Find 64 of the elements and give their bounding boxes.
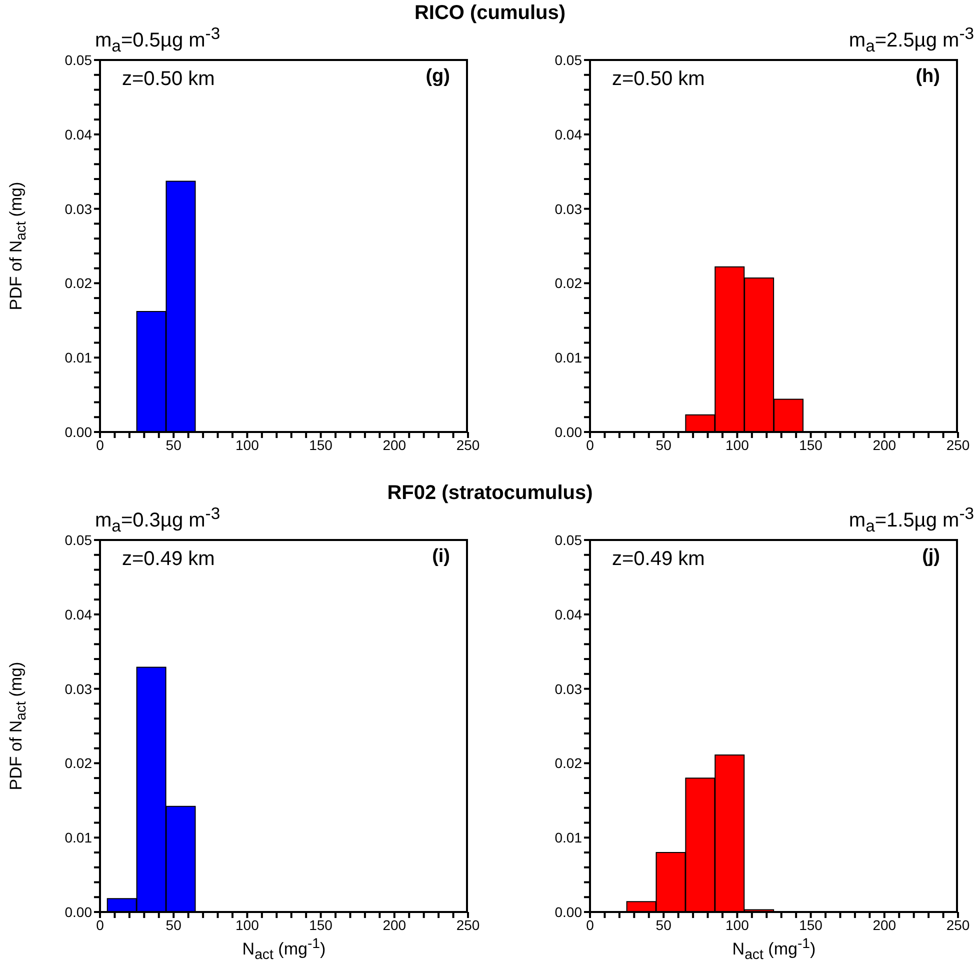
y-tick-label: 0.04 — [554, 606, 582, 622]
y-tick-label: 0.04 — [64, 126, 92, 142]
x-tick-label: 250 — [946, 436, 970, 453]
x-tick-label: 50 — [166, 436, 182, 453]
annotation: z=0.49 km — [122, 548, 215, 571]
y-tick-label: 0.05 — [64, 532, 92, 548]
chart-subtitle: m$_{a}$=0.3µg m$^{-3}$ — [95, 504, 220, 537]
x-tick-label: 50 — [166, 916, 182, 933]
x-tick-label: 0 — [586, 916, 594, 933]
x-axis-title: N$_{act}$ (mg$^{-1}$) — [731, 936, 817, 964]
y-tick-label: 0.02 — [554, 275, 582, 292]
chart-subtitle: m$_{a}$=0.5µg m$^{-3}$ — [95, 24, 220, 57]
y-tick-label: 0.00 — [64, 424, 92, 440]
y-tick-label: 0.01 — [64, 830, 92, 846]
y-tick-label: 0.03 — [64, 200, 92, 217]
y-tick-label: 0.03 — [554, 680, 582, 697]
x-tick-label: 0 — [96, 436, 104, 453]
chart-subtitle: m$_{a}$=1.5µg m$^{-3}$ — [848, 504, 974, 537]
annotation: z=0.50 km — [122, 68, 215, 91]
y-tick-label: 0.02 — [554, 755, 582, 772]
y-tick-label: 0.00 — [554, 904, 582, 920]
y-tick-label: 0.04 — [554, 126, 582, 142]
annotation: (j) — [922, 546, 940, 568]
y-tick-label: 0.01 — [554, 830, 582, 846]
chart-subtitle: m$_{a}$=2.5µg m$^{-3}$ — [848, 24, 974, 57]
x-tick-label: 200 — [872, 916, 896, 933]
y-tick-label: 0.02 — [64, 275, 92, 292]
y-tick-label: 0.03 — [64, 680, 92, 697]
x-tick-label: 0 — [96, 916, 104, 933]
y-tick-label: 0.05 — [64, 52, 92, 68]
chart-title: RICO (cumulus) — [413, 2, 567, 25]
x-tick-label: 100 — [726, 916, 750, 933]
x-tick-label: 250 — [946, 916, 970, 933]
annotation: (h) — [916, 66, 940, 88]
annotation: z=0.50 km — [612, 68, 705, 91]
x-tick-label: 100 — [236, 436, 260, 453]
y-tick-label: 0.02 — [64, 755, 92, 772]
x-tick-label: 150 — [799, 436, 823, 453]
y-tick-label: 0.03 — [554, 200, 582, 217]
x-tick-label: 250 — [456, 436, 480, 453]
x-tick-label: 50 — [656, 436, 672, 453]
x-tick-label: 200 — [382, 916, 406, 933]
y-tick-label: 0.00 — [554, 424, 582, 440]
annotation: (i) — [432, 546, 450, 568]
annotation: z=0.49 km — [612, 548, 705, 571]
x-tick-label: 200 — [872, 436, 896, 453]
y-tick-label: 0.01 — [64, 350, 92, 366]
x-tick-label: 150 — [309, 436, 333, 453]
chart-title: RF02 (stratocumulus) — [386, 482, 594, 505]
y-tick-label: 0.05 — [554, 52, 582, 68]
x-tick-label: 100 — [236, 916, 260, 933]
y-tick-label: 0.00 — [64, 904, 92, 920]
x-axis-title: N$_{act}$ (mg$^{-1}$) — [241, 936, 327, 964]
x-tick-label: 250 — [456, 916, 480, 933]
x-tick-label: 50 — [656, 916, 672, 933]
y-tick-label: 0.04 — [64, 606, 92, 622]
x-tick-label: 100 — [726, 436, 750, 453]
x-tick-label: 200 — [382, 436, 406, 453]
x-tick-label: 0 — [586, 436, 594, 453]
y-tick-label: 0.05 — [554, 532, 582, 548]
annotation: (g) — [426, 66, 450, 88]
y-tick-label: 0.01 — [554, 350, 582, 366]
x-tick-label: 150 — [799, 916, 823, 933]
x-tick-label: 150 — [309, 916, 333, 933]
